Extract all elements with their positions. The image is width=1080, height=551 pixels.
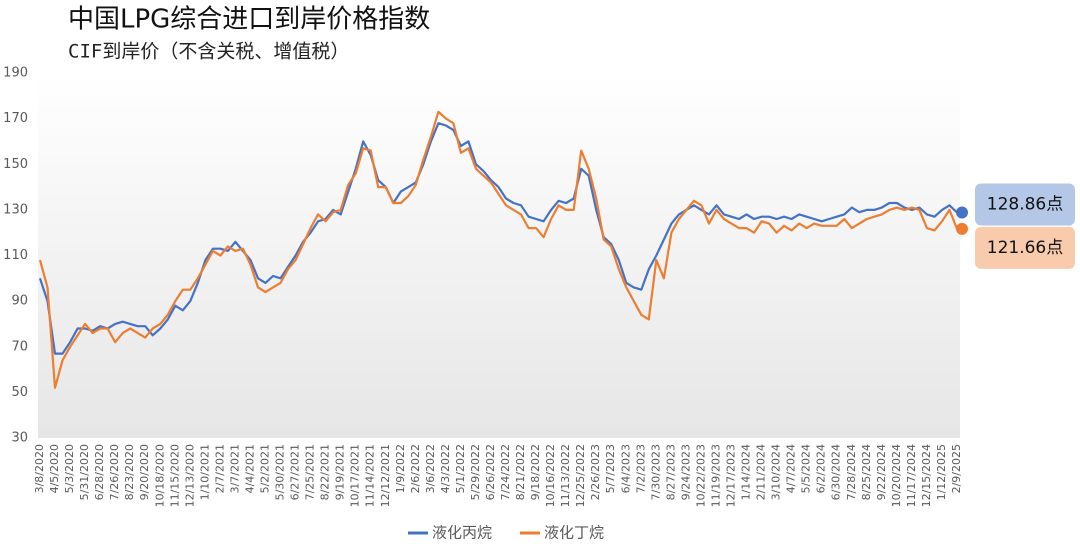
- x-tick-label: 5/2/2021: [258, 444, 271, 493]
- x-tick-label: 10/17/2021: [349, 444, 362, 507]
- x-tick-label: 2/7/2021: [213, 444, 226, 493]
- x-tick-label: 12/13/2020: [183, 444, 196, 507]
- y-tick-label: 90: [11, 294, 28, 309]
- x-tick-label: 9/19/2021: [334, 444, 347, 500]
- y-tick-label: 150: [3, 157, 28, 172]
- x-tick-label: 6/28/2020: [93, 444, 106, 500]
- x-tick-label: 12/12/2021: [379, 444, 392, 507]
- x-tick-label: 1/14/2024: [740, 444, 753, 500]
- x-tick-label: 11/15/2020: [168, 444, 181, 507]
- y-tick-label: 170: [3, 111, 28, 126]
- legend-label: 液化丁烷: [544, 524, 604, 542]
- x-tick-label: 8/27/2023: [664, 444, 677, 500]
- x-tick-label: 5/3/2020: [63, 444, 76, 493]
- x-tick-label: 11/13/2022: [559, 444, 572, 507]
- x-tick-label: 10/20/2024: [890, 444, 903, 507]
- x-tick-label: 12/15/2024: [920, 444, 933, 507]
- x-tick-label: 3/6/2022: [424, 444, 437, 493]
- series-line: [38, 110, 959, 389]
- end-marker: [956, 222, 968, 235]
- chart-title: 中国LPG综合进口到岸价格指数: [68, 5, 430, 35]
- x-tick-label: 6/4/2023: [619, 444, 632, 493]
- y-tick-label: 130: [3, 202, 28, 217]
- y-tick-label: 190: [3, 66, 28, 81]
- y-tick-label: 110: [3, 248, 28, 263]
- x-tick-label: 5/31/2020: [78, 444, 91, 500]
- x-tick-label: 7/2/2023: [634, 444, 647, 493]
- legend-label: 液化丙烷: [432, 524, 492, 542]
- x-tick-label: 1/9/2022: [394, 444, 407, 493]
- end-label: 121.66点: [987, 238, 1063, 258]
- x-tick-label: 1/12/2025: [935, 444, 948, 500]
- x-tick-label: 4/3/2022: [439, 444, 452, 493]
- x-tick-label: 5/30/2021: [274, 444, 287, 500]
- end-label-box: [975, 226, 1075, 269]
- x-tick-label: 9/24/2023: [679, 444, 692, 500]
- x-tick-label: 7/25/2021: [304, 444, 317, 500]
- x-tick-label: 11/19/2023: [709, 444, 722, 507]
- x-tick-label: 4/4/2021: [243, 444, 256, 493]
- x-tick-label: 7/24/2022: [499, 444, 512, 500]
- x-tick-label: 12/17/2023: [725, 444, 738, 507]
- x-tick-label: 3/10/2024: [770, 444, 783, 500]
- x-tick-label: 4/5/2020: [48, 444, 61, 493]
- x-tick-label: 2/9/2025: [950, 444, 963, 493]
- plot-background: [38, 73, 960, 438]
- x-tick-label: 7/28/2024: [845, 444, 858, 500]
- series-line: [38, 122, 958, 355]
- x-tick-label: 9/20/2020: [138, 444, 151, 500]
- end-label-box: [975, 183, 1075, 226]
- x-tick-label: 5/1/2022: [454, 444, 467, 493]
- x-tick-label: 9/18/2022: [529, 444, 542, 500]
- x-tick-label: 6/27/2021: [289, 444, 302, 500]
- x-tick-label: 2/11/2024: [755, 444, 768, 500]
- y-tick-label: 70: [11, 339, 28, 354]
- x-tick-label: 5/29/2022: [469, 444, 482, 500]
- x-tick-label: 6/26/2022: [484, 444, 497, 500]
- x-tick-label: 9/22/2024: [875, 444, 888, 500]
- x-tick-label: 5/5/2024: [800, 444, 813, 493]
- x-tick-label: 11/14/2021: [364, 444, 377, 507]
- x-tick-label: 8/25/2024: [860, 444, 873, 500]
- end-label: 128.86点: [987, 194, 1063, 214]
- x-tick-label: 2/26/2023: [589, 444, 602, 500]
- x-tick-label: 7/26/2020: [108, 444, 121, 500]
- x-tick-label: 7/30/2023: [649, 444, 662, 500]
- x-tick-label: 10/18/2020: [153, 444, 166, 507]
- x-tick-label: 1/10/2021: [198, 444, 211, 500]
- x-tick-label: 4/7/2024: [785, 444, 798, 493]
- x-tick-label: 11/17/2024: [905, 444, 918, 507]
- x-tick-label: 8/22/2021: [319, 444, 332, 500]
- x-tick-label: 3/8/2020: [33, 444, 46, 493]
- x-tick-label: 12/25/2022: [574, 444, 587, 507]
- x-tick-label: 8/21/2022: [514, 444, 527, 500]
- x-tick-label: 3/7/2021: [228, 444, 241, 493]
- x-tick-label: 5/7/2023: [604, 444, 617, 493]
- x-tick-label: 10/22/2023: [694, 444, 707, 507]
- x-tick-label: 2/6/2022: [409, 444, 422, 493]
- x-tick-label: 10/16/2022: [544, 444, 557, 507]
- x-tick-label: 6/30/2024: [830, 444, 843, 500]
- x-tick-label: 6/2/2024: [815, 444, 828, 493]
- x-tick-label: 8/23/2020: [123, 444, 136, 500]
- y-tick-label: 50: [11, 385, 28, 400]
- y-tick-label: 30: [11, 431, 28, 446]
- chart-subtitle: CIF到岸价（不含关税、增值税）: [68, 41, 349, 63]
- end-marker: [956, 206, 968, 219]
